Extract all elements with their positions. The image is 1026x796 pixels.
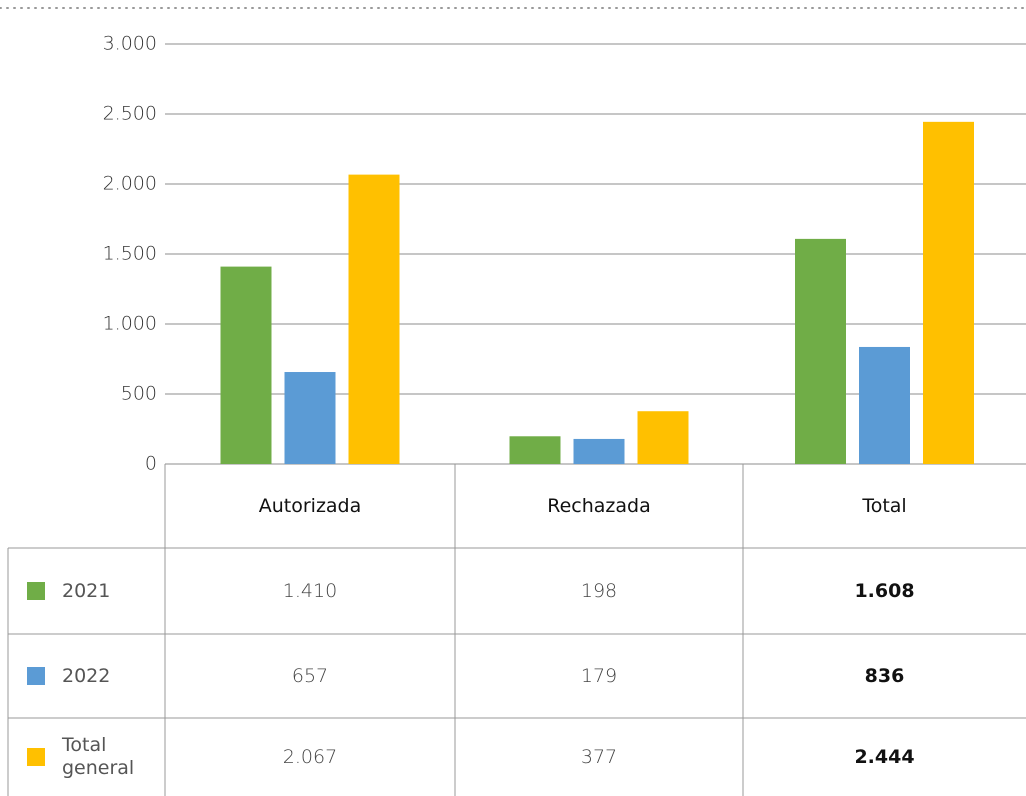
table-value: 836: [864, 665, 905, 687]
y-tick-label: 2.500: [103, 103, 157, 125]
legend-swatch: [27, 582, 45, 600]
table-value: 2.444: [854, 746, 915, 768]
y-tick-label: 1.500: [103, 243, 157, 265]
legend-label: Total general: [62, 734, 135, 779]
y-tick-label: 3.000: [103, 33, 157, 55]
bar: [220, 266, 272, 464]
legend-label: 2021: [62, 579, 111, 602]
y-tick-label: 2.000: [103, 173, 157, 195]
table-value: 1.410: [282, 580, 338, 602]
column-header: Autorizada: [258, 495, 362, 517]
bar: [859, 346, 910, 464]
table-value: 1.608: [854, 580, 915, 602]
y-tick-label: 500: [121, 383, 157, 405]
table-value: 377: [580, 746, 618, 768]
y-tick-label: 0: [145, 453, 157, 475]
table-value: 198: [580, 580, 618, 602]
column-header: Total: [862, 495, 907, 517]
table-value: 179: [580, 665, 618, 687]
legend-swatch: [27, 748, 45, 766]
legend-label: 2022: [62, 664, 111, 687]
y-tick-label: 1.000: [103, 313, 157, 335]
bar: [509, 436, 561, 464]
table-value: 657: [291, 665, 329, 687]
bar: [923, 121, 974, 464]
bar: [284, 372, 336, 464]
bar: [348, 174, 400, 464]
bar: [795, 238, 846, 464]
bar: [573, 438, 625, 464]
column-header: Rechazada: [547, 495, 651, 517]
legend-swatch: [27, 667, 45, 685]
table-value: 2.067: [282, 746, 338, 768]
bar: [637, 411, 689, 464]
